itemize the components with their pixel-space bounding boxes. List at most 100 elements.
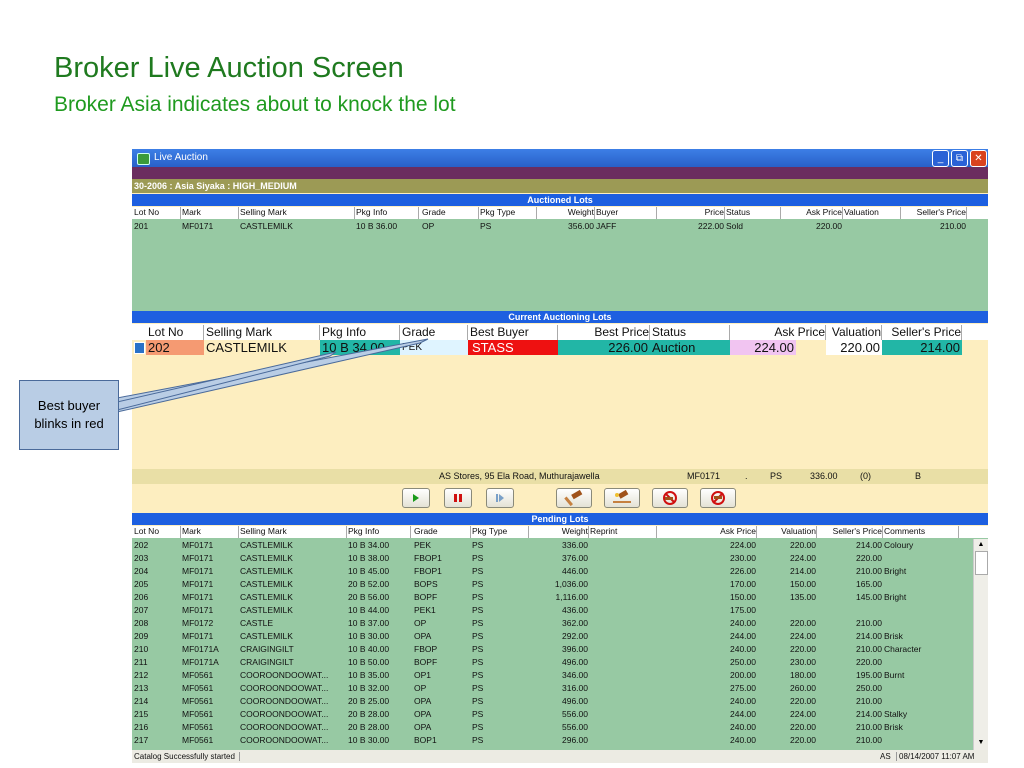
table-cell: MF0171A [182,644,219,654]
current-lots-header: Lot No Selling Mark Pkg Info Grade Best Buye… [132,324,988,340]
column-header[interactable]: Pkg Type [480,207,537,219]
table-row[interactable]: 212 MF0561 COOROONDOOWAT... 10 B 35.00 OP1 PS… [132,668,988,681]
address-mark: MF0171 [687,471,721,481]
status-message: Catalog Successfully started [134,752,240,761]
column-header[interactable]: Seller's Price [820,526,883,538]
table-cell: 230.00 [730,553,756,563]
table-row[interactable]: 209 MF0171 CASTLEMILK 10 B 30.00 OPA PS 292.00… [132,629,988,642]
callout-line-2: blinks in red [34,416,104,431]
table-cell: 220.00 [856,553,882,563]
column-header[interactable]: Ask Price [692,526,757,538]
table-cell: BOPS [414,579,438,589]
column-header[interactable]: Status [650,325,730,340]
scroll-down-icon[interactable]: ▼ [977,739,985,746]
table-cell: 135.00 [790,592,816,602]
table-cell: 10 B 30.00 [348,735,390,745]
withdraw-lot-button[interactable] [700,488,736,508]
table-cell: OPA [414,709,432,719]
hammer-button[interactable] [556,488,592,508]
table-row[interactable]: 217 MF0561 COOROONDOOWAT... 10 B 30.00 BOP1 P… [132,733,988,746]
table-row[interactable]: 214 MF0561 COOROONDOOWAT... 20 B 25.00 OPA PS… [132,694,988,707]
table-cell: 214.00 [790,566,816,576]
table-cell: 10 B 35.00 [348,670,390,680]
column-header[interactable]: Comments [884,526,959,538]
column-header[interactable]: Pkg Info [320,325,400,340]
column-header[interactable]: Pkg Type [472,526,529,538]
table-row[interactable]: 213 MF0561 COOROONDOOWAT... 10 B 32.00 OP PS 3… [132,681,988,694]
column-header[interactable]: Valuation [844,207,901,219]
table-row[interactable]: 216 MF0561 COOROONDOOWAT... 20 B 28.00 OPA PS… [132,720,988,733]
column-header[interactable]: Ask Price [784,207,843,219]
column-header[interactable]: Weight [538,207,595,219]
table-cell: 210.00 [856,644,882,654]
minimize-button[interactable]: _ [932,150,949,167]
column-header[interactable]: Grade [422,207,479,219]
column-header[interactable]: Mark [182,207,239,219]
slide-title: Broker Live Auction Screen [54,52,404,84]
table-row[interactable]: 204 MF0171 CASTLEMILK 10 B 45.00 FBOP1 PS 446.… [132,564,988,577]
table-cell: 10 B 32.00 [348,683,390,693]
play-button[interactable] [402,488,430,508]
table-cell: 20 B 25.00 [348,696,390,706]
table-row[interactable]: 201 MF0171 CASTLEMILK 10 B 36.00 OP PS 356.00 J… [132,219,988,232]
table-row[interactable]: 208 MF0172 CASTLE 10 B 37.00 OP PS 362.00 240.0… [132,616,988,629]
knock-button[interactable] [604,488,640,508]
column-header[interactable]: Lot No [134,526,181,538]
column-header[interactable]: Grade [400,325,468,340]
table-cell: 210.00 [856,696,882,706]
table-cell: 220.00 [790,644,816,654]
table-cell: 211 [134,657,148,667]
table-cell: 212 [134,670,149,680]
address-pkg: PS [770,471,783,481]
seller-bar: 30-2006 : Asia Siyaka : HIGH_MEDIUM [132,179,988,193]
pending-scrollbar[interactable]: ▲ ▼ [973,539,988,750]
table-row[interactable]: 215 MF0561 COOROONDOOWAT... 20 B 28.00 OPA PS… [132,707,988,720]
column-header[interactable]: Buyer [596,207,657,219]
table-row[interactable]: 211 MF0171A CRAIGINGILT 10 B 50.00 BOPF PS 496… [132,655,988,668]
table-cell: PS [472,605,484,615]
column-header[interactable]: Valuation [760,526,817,538]
scroll-up-icon[interactable]: ▲ [977,541,985,548]
column-header[interactable]: Ask Price [730,325,826,340]
cancel-lot-button[interactable] [652,488,688,508]
column-header[interactable]: Price [658,207,725,219]
column-header[interactable]: Pkg Info [348,526,411,538]
table-cell: 240.00 [730,696,756,706]
column-header[interactable]: Selling Mark [240,207,355,219]
table-row[interactable]: 202 MF0171 CASTLEMILK 10 B 34.00 PEK PS 336.00… [132,538,988,551]
column-header[interactable]: Selling Mark [240,526,347,538]
column-header[interactable]: Selling Mark [204,325,320,340]
column-header[interactable]: Reprint [590,526,657,538]
table-row[interactable]: 210 MF0171A CRAIGINGILT 10 B 40.00 FBOP PS 396… [132,642,988,655]
pause-button[interactable] [444,488,472,508]
column-header[interactable]: Status [726,207,781,219]
current-lot-row[interactable]: 202 CASTLEMILK 10 B 34.00 PEK STASS 226.… [132,340,988,355]
column-header[interactable]: Weight [530,526,589,538]
restore-button[interactable]: ⧉ [951,150,968,167]
column-header[interactable]: Lot No [146,325,204,340]
column-header[interactable]: Pkg Info [356,207,419,219]
table-cell: Burnt [884,670,905,680]
table-cell: 203 [134,553,149,563]
column-header[interactable]: Mark [182,526,239,538]
column-header[interactable]: Seller's Price [902,207,967,219]
column-header[interactable]: Best Price [558,325,650,340]
table-cell: 362.00 [562,618,588,628]
callout-box: Best buyer blinks in red [19,380,119,450]
table-row[interactable]: 205 MF0171 CASTLEMILK 20 B 52.00 BOPS PS 1,036… [132,577,988,590]
table-row[interactable]: 206 MF0171 CASTLEMILK 20 B 56.00 BOPF PS 1,116… [132,590,988,603]
column-header[interactable]: Valuation [826,325,882,340]
table-cell: 208 [134,618,149,628]
table-row[interactable]: 203 MF0171 CASTLEMILK 10 B 38.00 FBOP1 PS 376.… [132,551,988,564]
column-header[interactable]: Seller's Price [882,325,962,340]
table-cell: 220.00 [790,618,816,628]
close-button[interactable]: ✕ [970,150,987,167]
column-header[interactable]: Best Buyer [468,325,558,340]
column-header[interactable]: Lot No [134,207,181,219]
auctioned-lots-grid: 201 MF0171 CASTLEMILK 10 B 36.00 OP PS 356.00 J… [132,219,988,311]
table-row[interactable]: 207 MF0171 CASTLEMILK 10 B 44.00 PEK1 PS 436.0… [132,603,988,616]
step-forward-button[interactable] [486,488,514,508]
table-cell: PS [472,696,484,706]
column-header[interactable]: Grade [414,526,471,538]
scroll-thumb[interactable] [975,551,988,575]
